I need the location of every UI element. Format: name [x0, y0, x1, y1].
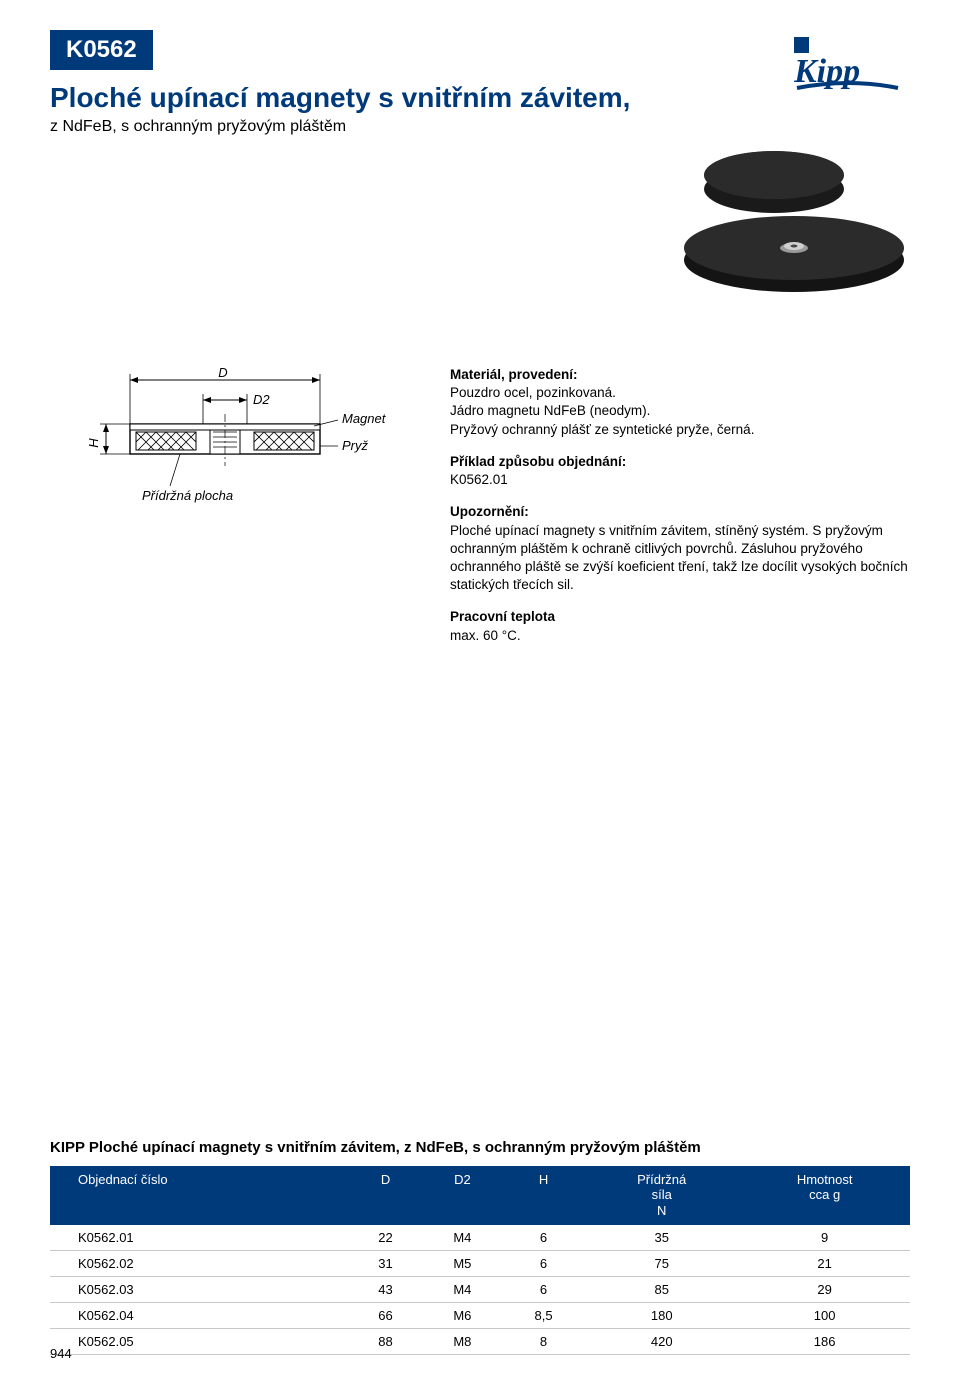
material-block: Materiál, provedení: Pouzdro ocel, pozin… [450, 366, 910, 439]
table-cell: M5 [422, 1250, 503, 1276]
table-cell: 420 [584, 1328, 739, 1354]
diagram-column: D D2 [50, 366, 410, 659]
table-cell: 180 [584, 1302, 739, 1328]
diagram-label-plocha: Přídržná plocha [142, 488, 233, 503]
table-cell: K0562.05 [50, 1328, 349, 1354]
table-cell: 6 [503, 1276, 584, 1302]
table-cell: 6 [503, 1250, 584, 1276]
table-cell: 8 [503, 1328, 584, 1354]
temperature-heading: Pracovní teplota [450, 608, 910, 626]
table-cell: 85 [584, 1276, 739, 1302]
table-row: K0562.0343M468529 [50, 1276, 910, 1302]
table-cell: M4 [422, 1276, 503, 1302]
table-cell: 31 [349, 1250, 422, 1276]
dim-label-d: D [218, 366, 227, 380]
note-heading: Upozornění: [450, 503, 910, 521]
temperature-body: max. 60 °C. [450, 627, 910, 645]
dim-label-h: H [86, 438, 101, 448]
material-heading: Materiál, provedení: [450, 366, 910, 384]
table-row: K0562.0588M88420186 [50, 1328, 910, 1354]
page-title: Ploché upínací magnety s vnitřním závite… [50, 82, 910, 114]
table-col-header: D2 [422, 1166, 503, 1225]
diagram-label-magnet: Magnet [342, 411, 387, 426]
temperature-block: Pracovní teplota max. 60 °C. [450, 608, 910, 644]
technical-diagram: D D2 [70, 366, 390, 526]
page: Kipp K0562 Ploché upínací magnety s vnit… [0, 0, 960, 1375]
table-cell: 88 [349, 1328, 422, 1354]
table-header: Objednací čísloDD2HPřídržná síla NHmotno… [50, 1166, 910, 1225]
table-cell: 100 [739, 1302, 910, 1328]
table-cell: K0562.04 [50, 1302, 349, 1328]
diagram-label-pryz: Pryž [342, 438, 369, 453]
note-block: Upozornění: Ploché upínací magnety s vni… [450, 503, 910, 594]
order-example-block: Příklad způsobu objednání: K0562.01 [450, 453, 910, 489]
material-body: Pouzdro ocel, pozinkovaná. Jádro magnetu… [450, 384, 910, 439]
brand-logo: Kipp [794, 30, 904, 95]
table-cell: 9 [739, 1225, 910, 1251]
table-cell: 8,5 [503, 1302, 584, 1328]
table-body: K0562.0122M46359K0562.0231M567521K0562.0… [50, 1225, 910, 1355]
table-title: KIPP Ploché upínací magnety s vnitřním z… [50, 1139, 910, 1156]
table-cell: M8 [422, 1328, 503, 1354]
table-row: K0562.0122M46359 [50, 1225, 910, 1251]
table-cell: 35 [584, 1225, 739, 1251]
table-cell: 22 [349, 1225, 422, 1251]
table-col-header: Přídržná síla N [584, 1166, 739, 1225]
table-col-header: Hmotnost cca g [739, 1166, 910, 1225]
table-cell: 21 [739, 1250, 910, 1276]
table-cell: K0562.03 [50, 1276, 349, 1302]
table-row: K0562.0231M567521 [50, 1250, 910, 1276]
table-cell: M6 [422, 1302, 503, 1328]
spec-table: Objednací čísloDD2HPřídržná síla NHmotno… [50, 1166, 910, 1355]
table-cell: K0562.01 [50, 1225, 349, 1251]
table-cell: 75 [584, 1250, 739, 1276]
dim-label-d2: D2 [253, 392, 270, 407]
info-column: Materiál, provedení: Pouzdro ocel, pozin… [450, 366, 910, 659]
table-cell: 6 [503, 1225, 584, 1251]
order-example-heading: Příklad způsobu objednání: [450, 453, 910, 471]
table-col-header: Objednací číslo [50, 1166, 349, 1225]
table-cell: 43 [349, 1276, 422, 1302]
content-columns: D D2 [50, 366, 910, 659]
table-cell: 186 [739, 1328, 910, 1354]
table-cell: 29 [739, 1276, 910, 1302]
table-cell: M4 [422, 1225, 503, 1251]
table-col-header: D [349, 1166, 422, 1225]
table-cell: K0562.02 [50, 1250, 349, 1276]
page-number: 944 [50, 1346, 72, 1361]
table-cell: 66 [349, 1302, 422, 1328]
note-body: Ploché upínací magnety s vnitřním závite… [450, 522, 910, 595]
product-photo [584, 120, 904, 310]
table-row: K0562.0466M68,5180100 [50, 1302, 910, 1328]
table-col-header: H [503, 1166, 584, 1225]
product-code-badge: K0562 [50, 30, 153, 70]
order-example-body: K0562.01 [450, 471, 910, 489]
